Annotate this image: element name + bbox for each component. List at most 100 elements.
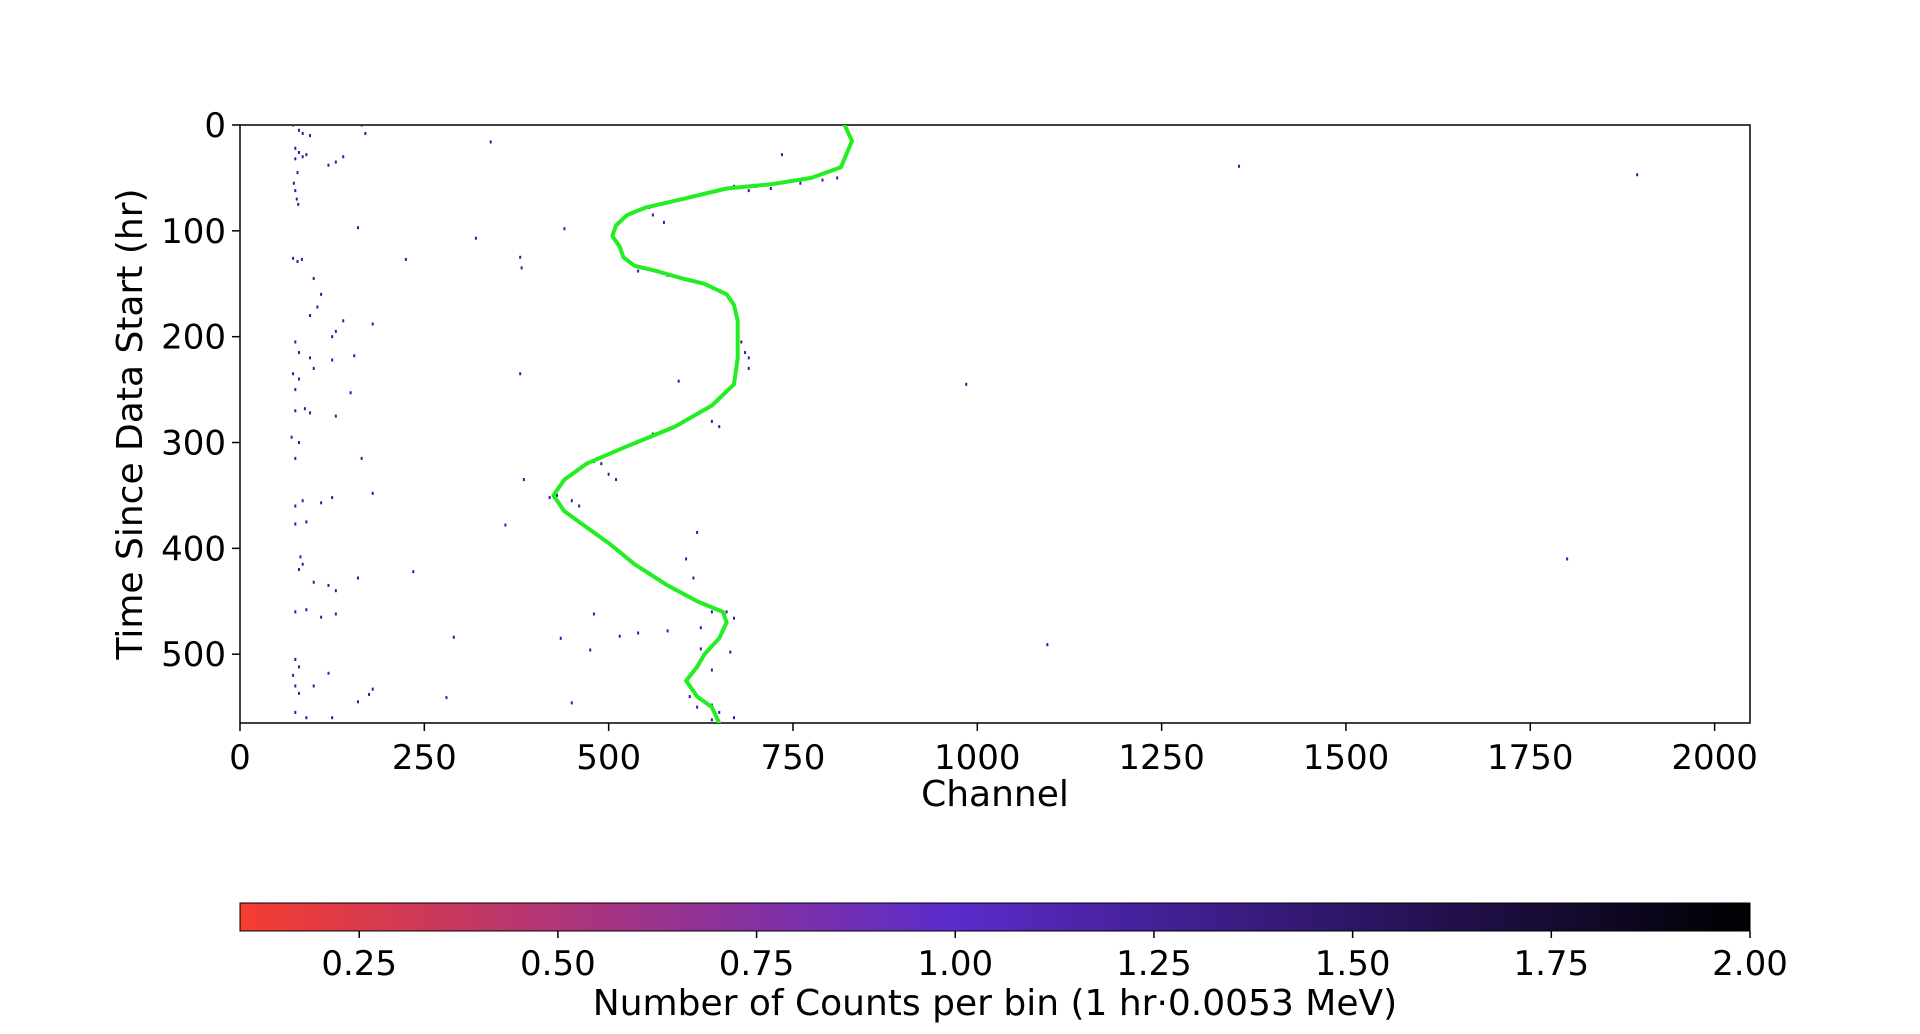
scatter-point: [699, 647, 702, 651]
scatter-point: [309, 411, 312, 415]
scatter-point: [637, 269, 640, 273]
scatter-point: [666, 629, 669, 633]
scatter-point: [696, 530, 699, 534]
scatter-point: [296, 171, 299, 175]
scatter-point: [303, 407, 306, 411]
x-tick-label: 1250: [1118, 738, 1205, 778]
scatter-point: [371, 322, 374, 326]
scatter-point: [556, 493, 559, 497]
scatter-point: [294, 157, 297, 161]
scatter-point: [404, 257, 407, 261]
scatter-point: [592, 612, 595, 616]
colorbar-tick-label: 1.50: [1315, 944, 1391, 984]
scatter-point: [732, 716, 735, 720]
scatter-point: [305, 153, 308, 157]
x-tick-label: 500: [576, 738, 641, 778]
scatter-point: [292, 181, 295, 185]
scatter-point: [301, 155, 304, 159]
scatter-point: [696, 705, 699, 709]
y-tick-label: 300: [161, 424, 226, 464]
y-tick-label: 400: [161, 529, 226, 569]
scatter-point: [331, 716, 334, 720]
green-track-line: [551, 125, 854, 723]
scatter-point: [744, 351, 747, 355]
scatter-point: [710, 419, 713, 423]
x-tick-label: 1750: [1487, 738, 1574, 778]
scatter-point: [294, 657, 297, 661]
scatter-point: [294, 710, 297, 714]
scatter-point: [718, 710, 721, 714]
scatter-point: [320, 292, 323, 296]
scatter-point: [685, 557, 688, 561]
scatter-point: [334, 160, 337, 164]
scatter-point: [710, 718, 713, 722]
scatter-point: [519, 372, 522, 376]
scatter-point: [296, 260, 299, 264]
colorbar-label: Number of Counts per bin (1 hr·0.0053 Me…: [593, 983, 1397, 1024]
scatter-point: [334, 612, 337, 616]
x-tick-label: 2000: [1671, 738, 1758, 778]
scatter-point: [294, 504, 297, 508]
scatter-point: [356, 576, 359, 580]
scatter-point: [732, 616, 735, 620]
scatter-point: [740, 340, 743, 344]
scatter-point: [780, 153, 783, 157]
colorbar-tick-label: 1.75: [1513, 944, 1589, 984]
scatter-point: [710, 668, 713, 672]
scatter-point: [729, 650, 732, 654]
scatter-point: [294, 456, 297, 460]
scatter-point: [356, 700, 359, 704]
scatter-point: [295, 197, 298, 201]
scatter-point: [312, 276, 315, 280]
scatter-point: [615, 478, 618, 482]
scatter-point: [301, 499, 304, 503]
scatter-point: [316, 305, 319, 309]
scatter-point: [327, 583, 330, 587]
scatter-point: [520, 266, 523, 270]
scatter-point: [294, 189, 297, 193]
scatter-point: [725, 610, 728, 614]
scatter-point: [821, 178, 824, 182]
x-tick-label: 0: [229, 738, 251, 778]
scatter-point: [294, 388, 297, 392]
scatter-point: [1046, 643, 1049, 647]
colorbar-ticks: 0.25 0.50 0.75 1.00 1.25 1.50 1.75 2.00: [321, 931, 1788, 984]
scatter-point: [327, 671, 330, 675]
y-axis-title: Time Since Data Start (hr): [110, 188, 151, 660]
scatter-point: [342, 319, 345, 323]
y-tick-label: 0: [204, 106, 226, 146]
scatter-point: [677, 379, 680, 383]
scatter-point: [747, 356, 750, 360]
scatter-point: [297, 377, 300, 381]
colorbar-tick-label: 1.00: [917, 944, 993, 984]
scatter-point: [519, 255, 522, 259]
colorbar: [239, 902, 1751, 932]
scatter-point: [331, 496, 334, 500]
scatter-point: [600, 462, 603, 466]
scatter-point: [292, 673, 295, 677]
scatter-point: [349, 391, 352, 395]
scatter-point: [371, 491, 374, 495]
scatter-point: [559, 636, 562, 640]
x-tick-label: 750: [761, 738, 826, 778]
scatter-point: [320, 615, 323, 619]
scatter-point: [662, 220, 665, 224]
scatter-point: [563, 227, 566, 231]
scatter-point: [294, 340, 297, 344]
scatter-point: [353, 354, 356, 358]
scatter-point: [297, 441, 300, 445]
scatter-point: [309, 356, 312, 360]
scatter-point: [356, 226, 359, 230]
scatter-point: [1238, 164, 1241, 168]
scatter-point: [305, 520, 308, 524]
scatter-point: [297, 568, 300, 572]
scatter-point: [474, 236, 477, 240]
scatter-point: [548, 496, 551, 500]
scatter-point: [747, 366, 750, 370]
x-axis-ticks: 0 250 500 750 1000 1250 1500 1750 2000: [229, 723, 1758, 778]
scatter-point: [342, 155, 345, 159]
scatter-point: [331, 335, 334, 339]
scatter-point: [836, 176, 839, 180]
scatter-point: [309, 134, 312, 138]
scatter-point: [1566, 557, 1569, 561]
